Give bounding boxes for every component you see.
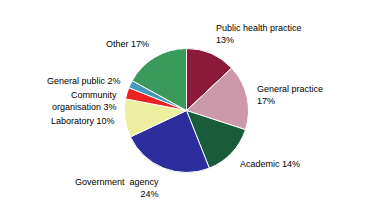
svg-text:Communityorganisation 3%: Communityorganisation 3% <box>52 90 117 112</box>
svg-text:Government agency24%: Government agency24% <box>75 177 159 199</box>
svg-text:Academic 14%: Academic 14% <box>240 159 300 169</box>
svg-text:General public 2%: General public 2% <box>47 76 121 86</box>
svg-text:Other 17%: Other 17% <box>106 39 149 49</box>
svg-text:Public health practice13%: Public health practice13% <box>216 23 302 45</box>
svg-text:Laboratory 10%: Laboratory 10% <box>51 116 115 126</box>
svg-text:General practice17%: General practice17% <box>257 84 323 106</box>
